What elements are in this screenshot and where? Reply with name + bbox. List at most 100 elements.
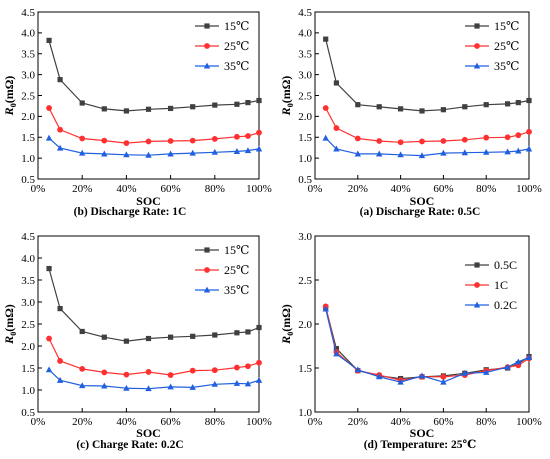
y-axis-label-sub: 0 — [286, 332, 295, 336]
data-point-s2-11 — [515, 132, 522, 139]
legend-label: 15℃ — [224, 19, 249, 33]
data-point-s1-11 — [245, 99, 251, 106]
data-point-s2-3 — [79, 135, 86, 142]
y-tick-label: 0.5 — [298, 174, 312, 186]
data-point-s2-9 — [483, 134, 490, 141]
legend-marker — [204, 23, 210, 29]
y-axis-label-main: R — [279, 107, 293, 116]
x-tick-label: 20% — [72, 183, 92, 195]
legend-label: 0.2C — [494, 298, 517, 312]
data-point-s2-8 — [189, 367, 196, 374]
data-point-s3-7 — [167, 150, 174, 157]
y-axis-label-sub: 0 — [9, 103, 18, 107]
data-point-s2-7 — [167, 372, 174, 378]
data-point-s3-1 — [322, 305, 329, 312]
data-point-s1-7 — [168, 334, 174, 340]
legend-label: 15℃ — [224, 243, 249, 257]
data-point-s3-7 — [440, 378, 447, 385]
data-point-s3-12 — [525, 354, 533, 360]
x-tick-label: 40% — [116, 416, 136, 428]
data-point-s2-3 — [79, 365, 86, 372]
data-point-s1-2 — [333, 346, 339, 352]
data-point-s3-10 — [233, 148, 241, 154]
data-point-s3-9 — [211, 380, 218, 387]
data-point-s3-5 — [397, 151, 404, 158]
data-point-s3-9 — [211, 148, 218, 155]
x-tick-label: 0% — [31, 416, 46, 428]
y-tick-label: 2.0 — [298, 111, 312, 123]
y-tick-label: 4.0 — [21, 253, 35, 265]
data-point-s2-2 — [57, 358, 63, 364]
data-point-s3-2 — [56, 376, 64, 383]
data-point-s3-6 — [418, 372, 426, 379]
x-tick-label: 100% — [246, 183, 272, 195]
data-point-s1-2 — [57, 306, 63, 312]
y-axis-label: R0(mΩ) — [2, 76, 18, 117]
x-axis-label: SOC — [136, 194, 161, 208]
data-point-s2-2 — [333, 125, 340, 131]
data-point-s3-11 — [515, 358, 522, 365]
data-point-s2-7 — [167, 138, 174, 144]
data-point-s2-4 — [376, 138, 383, 144]
data-point-s3-3 — [354, 366, 361, 373]
data-point-s2-4 — [101, 369, 108, 376]
data-point-s2-4 — [101, 137, 108, 144]
data-point-s1-10 — [505, 101, 511, 107]
legend-label: 35℃ — [224, 283, 249, 297]
y-tick-label: 2.0 — [21, 341, 35, 353]
y-tick-label: 4.5 — [298, 7, 312, 19]
y-tick-label: 2.5 — [298, 275, 312, 287]
data-point-s2-2 — [57, 126, 63, 133]
legend-marker — [474, 282, 480, 288]
chart-panel-1: 0.5 1.0 1.5 2.0 2.5 3.0 3.5 4.0 4.5 0% 20% 40% 60% 80… — [2, 7, 272, 218]
x-axis-label: SOC — [410, 194, 435, 208]
y-axis-label: R0(mΩ) — [2, 304, 18, 345]
y-axis-label: R0(mΩ) — [279, 76, 295, 117]
data-point-s2-10 — [234, 364, 240, 371]
data-point-s3-11 — [515, 147, 522, 154]
y-tick-label: 0.5 — [21, 174, 35, 186]
data-point-s2-11 — [245, 133, 251, 139]
data-point-s1-6 — [145, 106, 152, 112]
data-point-s3-10 — [504, 363, 511, 370]
data-point-s3-1 — [45, 366, 53, 373]
data-point-s2-5 — [123, 140, 130, 146]
data-point-s3-9 — [483, 148, 490, 155]
data-point-s1-4 — [376, 104, 382, 110]
data-point-s1-8 — [190, 104, 196, 110]
y-axis-label-unit: (mΩ) — [2, 304, 16, 332]
data-point-s2-8 — [461, 136, 468, 143]
data-point-s3-4 — [376, 373, 383, 380]
data-point-s1-10 — [234, 330, 240, 336]
legend-marker — [473, 301, 481, 308]
y-tick-label: 3.0 — [21, 297, 35, 309]
y-axis-label: R0(mΩ) — [279, 304, 295, 345]
legend-label: 25℃ — [224, 39, 249, 53]
data-point-s1-4 — [101, 334, 107, 340]
data-point-s2-11 — [245, 363, 251, 370]
y-tick-label: 4.0 — [21, 28, 35, 40]
x-tick-label: 20% — [348, 416, 368, 428]
data-point-s1-3 — [79, 100, 85, 106]
y-axis-label-sub: 0 — [9, 332, 18, 336]
legend-marker — [204, 267, 210, 273]
data-point-s1-10 — [234, 101, 240, 107]
data-point-s1-1 — [323, 36, 329, 42]
data-point-s2-8 — [189, 137, 196, 144]
y-tick-label: 4.5 — [21, 7, 35, 19]
data-point-s1-1 — [46, 265, 52, 272]
y-tick-label: 3.5 — [298, 49, 312, 61]
y-tick-label: 2.0 — [21, 111, 35, 123]
data-point-s1-7 — [168, 105, 174, 112]
x-axis-label: SOC — [410, 426, 435, 440]
panel-caption: (c) Charge Rate: 0.2C — [76, 439, 183, 451]
data-point-s2-12 — [526, 128, 532, 135]
data-point-s3-6 — [418, 152, 426, 159]
data-point-s2-5 — [397, 139, 404, 146]
chart-panel-4: 1.0 1.5 2.0 2.5 3.0 0% 20% 40% 60% 80% 100% SOC R0(m… — [279, 231, 542, 451]
data-point-s3-3 — [79, 149, 86, 156]
y-axis-label-main: R — [279, 336, 293, 345]
x-tick-label: 0% — [308, 416, 323, 428]
